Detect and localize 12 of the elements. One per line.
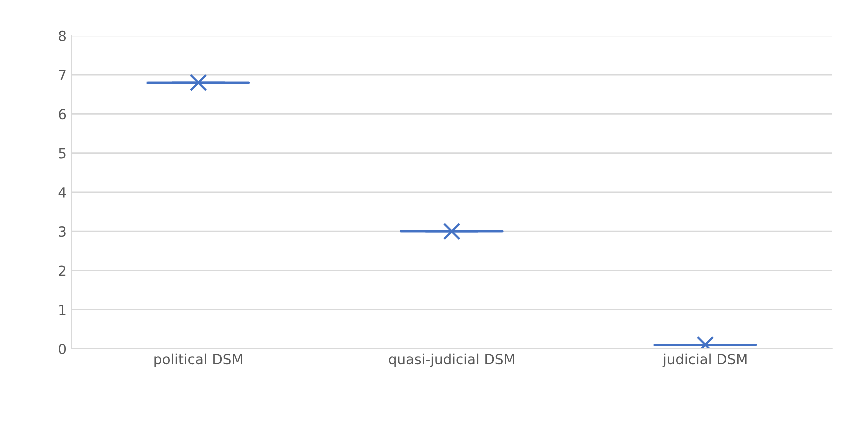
x-tick-label: judicial DSM — [662, 354, 747, 368]
y-tick-label: 7 — [59, 70, 66, 80]
x-tick-label: quasi-judicial DSM — [389, 354, 514, 368]
y-tick-label: 8 — [59, 30, 66, 42]
y-tick-label: 4 — [58, 188, 66, 198]
y-tick-label: 2 — [59, 266, 66, 276]
y-tick-label: 1 — [60, 305, 66, 316]
x-tick-label: political DSM — [154, 354, 242, 368]
y-tick-label: 5 — [59, 148, 66, 159]
y-tick-label: 0 — [59, 344, 66, 354]
y-tick-label: 6 — [59, 109, 66, 120]
y-tick-label: 3 — [59, 226, 66, 238]
